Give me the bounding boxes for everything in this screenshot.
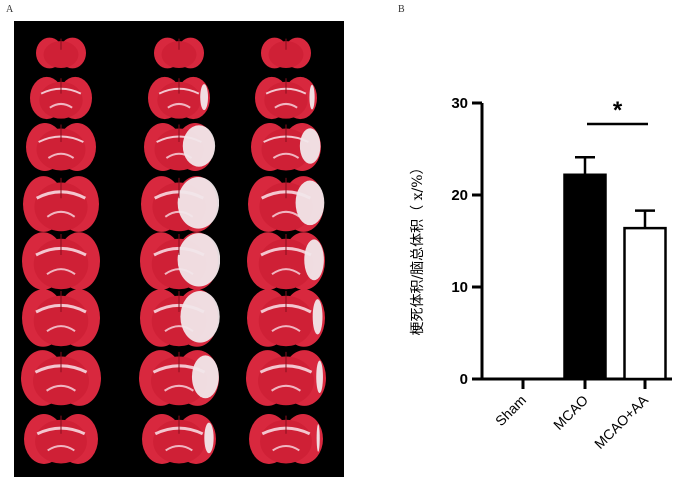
brain-slice-sham-5 [22, 232, 100, 290]
brain-slice-mcao-8 [142, 414, 216, 464]
column-header-mcao-aa: MCAO+AA [242, 22, 314, 38]
brain-slice-mcao-6 [140, 289, 220, 347]
significance-marker: * [613, 97, 623, 124]
y-axis-label: 梗死体积/脑总体积（ x/%） [410, 160, 426, 335]
brain-slice-mcao-aa-7 [246, 350, 326, 406]
x-tick-label-mcao-aa: MCAO+AA [591, 391, 651, 451]
y-tick-label-30: 30 [451, 95, 468, 112]
x-tick-label-mcao: MCAO [550, 392, 591, 433]
brain-slice-sham-7 [21, 350, 101, 406]
column-header-mcao: MCAO [145, 22, 188, 38]
panel-b-label: B [398, 4, 405, 15]
brain-slice-mcao-aa-1 [261, 37, 311, 69]
y-tick-label-20: 20 [451, 187, 468, 204]
brain-slice-mcao-aa-8 [249, 414, 323, 464]
brain-slice-sham-1 [36, 37, 86, 69]
brain-slice-mcao-4 [141, 176, 219, 232]
brain-slice-sham-4 [23, 176, 99, 232]
brain-section-image-grid: Sham MCAO MCAO+AA [14, 21, 344, 477]
brain-slice-mcao-aa-4 [248, 176, 325, 232]
brain-slice-mcao-5 [140, 232, 220, 290]
brain-slice-mcao-aa-6 [247, 289, 325, 347]
y-tick-label-10: 10 [451, 279, 468, 296]
brain-slice-sham-6 [22, 289, 100, 347]
brain-slice-mcao-1 [154, 37, 204, 69]
brain-slice-mcao-aa-3 [251, 123, 321, 171]
y-tick-label-0: 0 [460, 371, 468, 388]
brain-slice-sham-8 [24, 414, 98, 464]
x-tick-label-sham: Sham [492, 392, 529, 429]
brain-slice-mcao-7 [139, 350, 219, 406]
brain-slice-mcao-3 [144, 123, 216, 171]
brain-slice-sham-3 [26, 123, 96, 171]
bar-mcao-aa [623, 226, 667, 381]
panel-a-label: A [6, 4, 14, 15]
brain-slice-mcao-2 [148, 76, 210, 120]
bar-mcao [563, 173, 607, 381]
column-header-sham: Sham [18, 22, 57, 38]
brain-slice-sham-2 [30, 76, 92, 120]
brain-slice-mcao-aa-5 [247, 232, 325, 290]
brain-slice-mcao-aa-2 [255, 76, 317, 120]
